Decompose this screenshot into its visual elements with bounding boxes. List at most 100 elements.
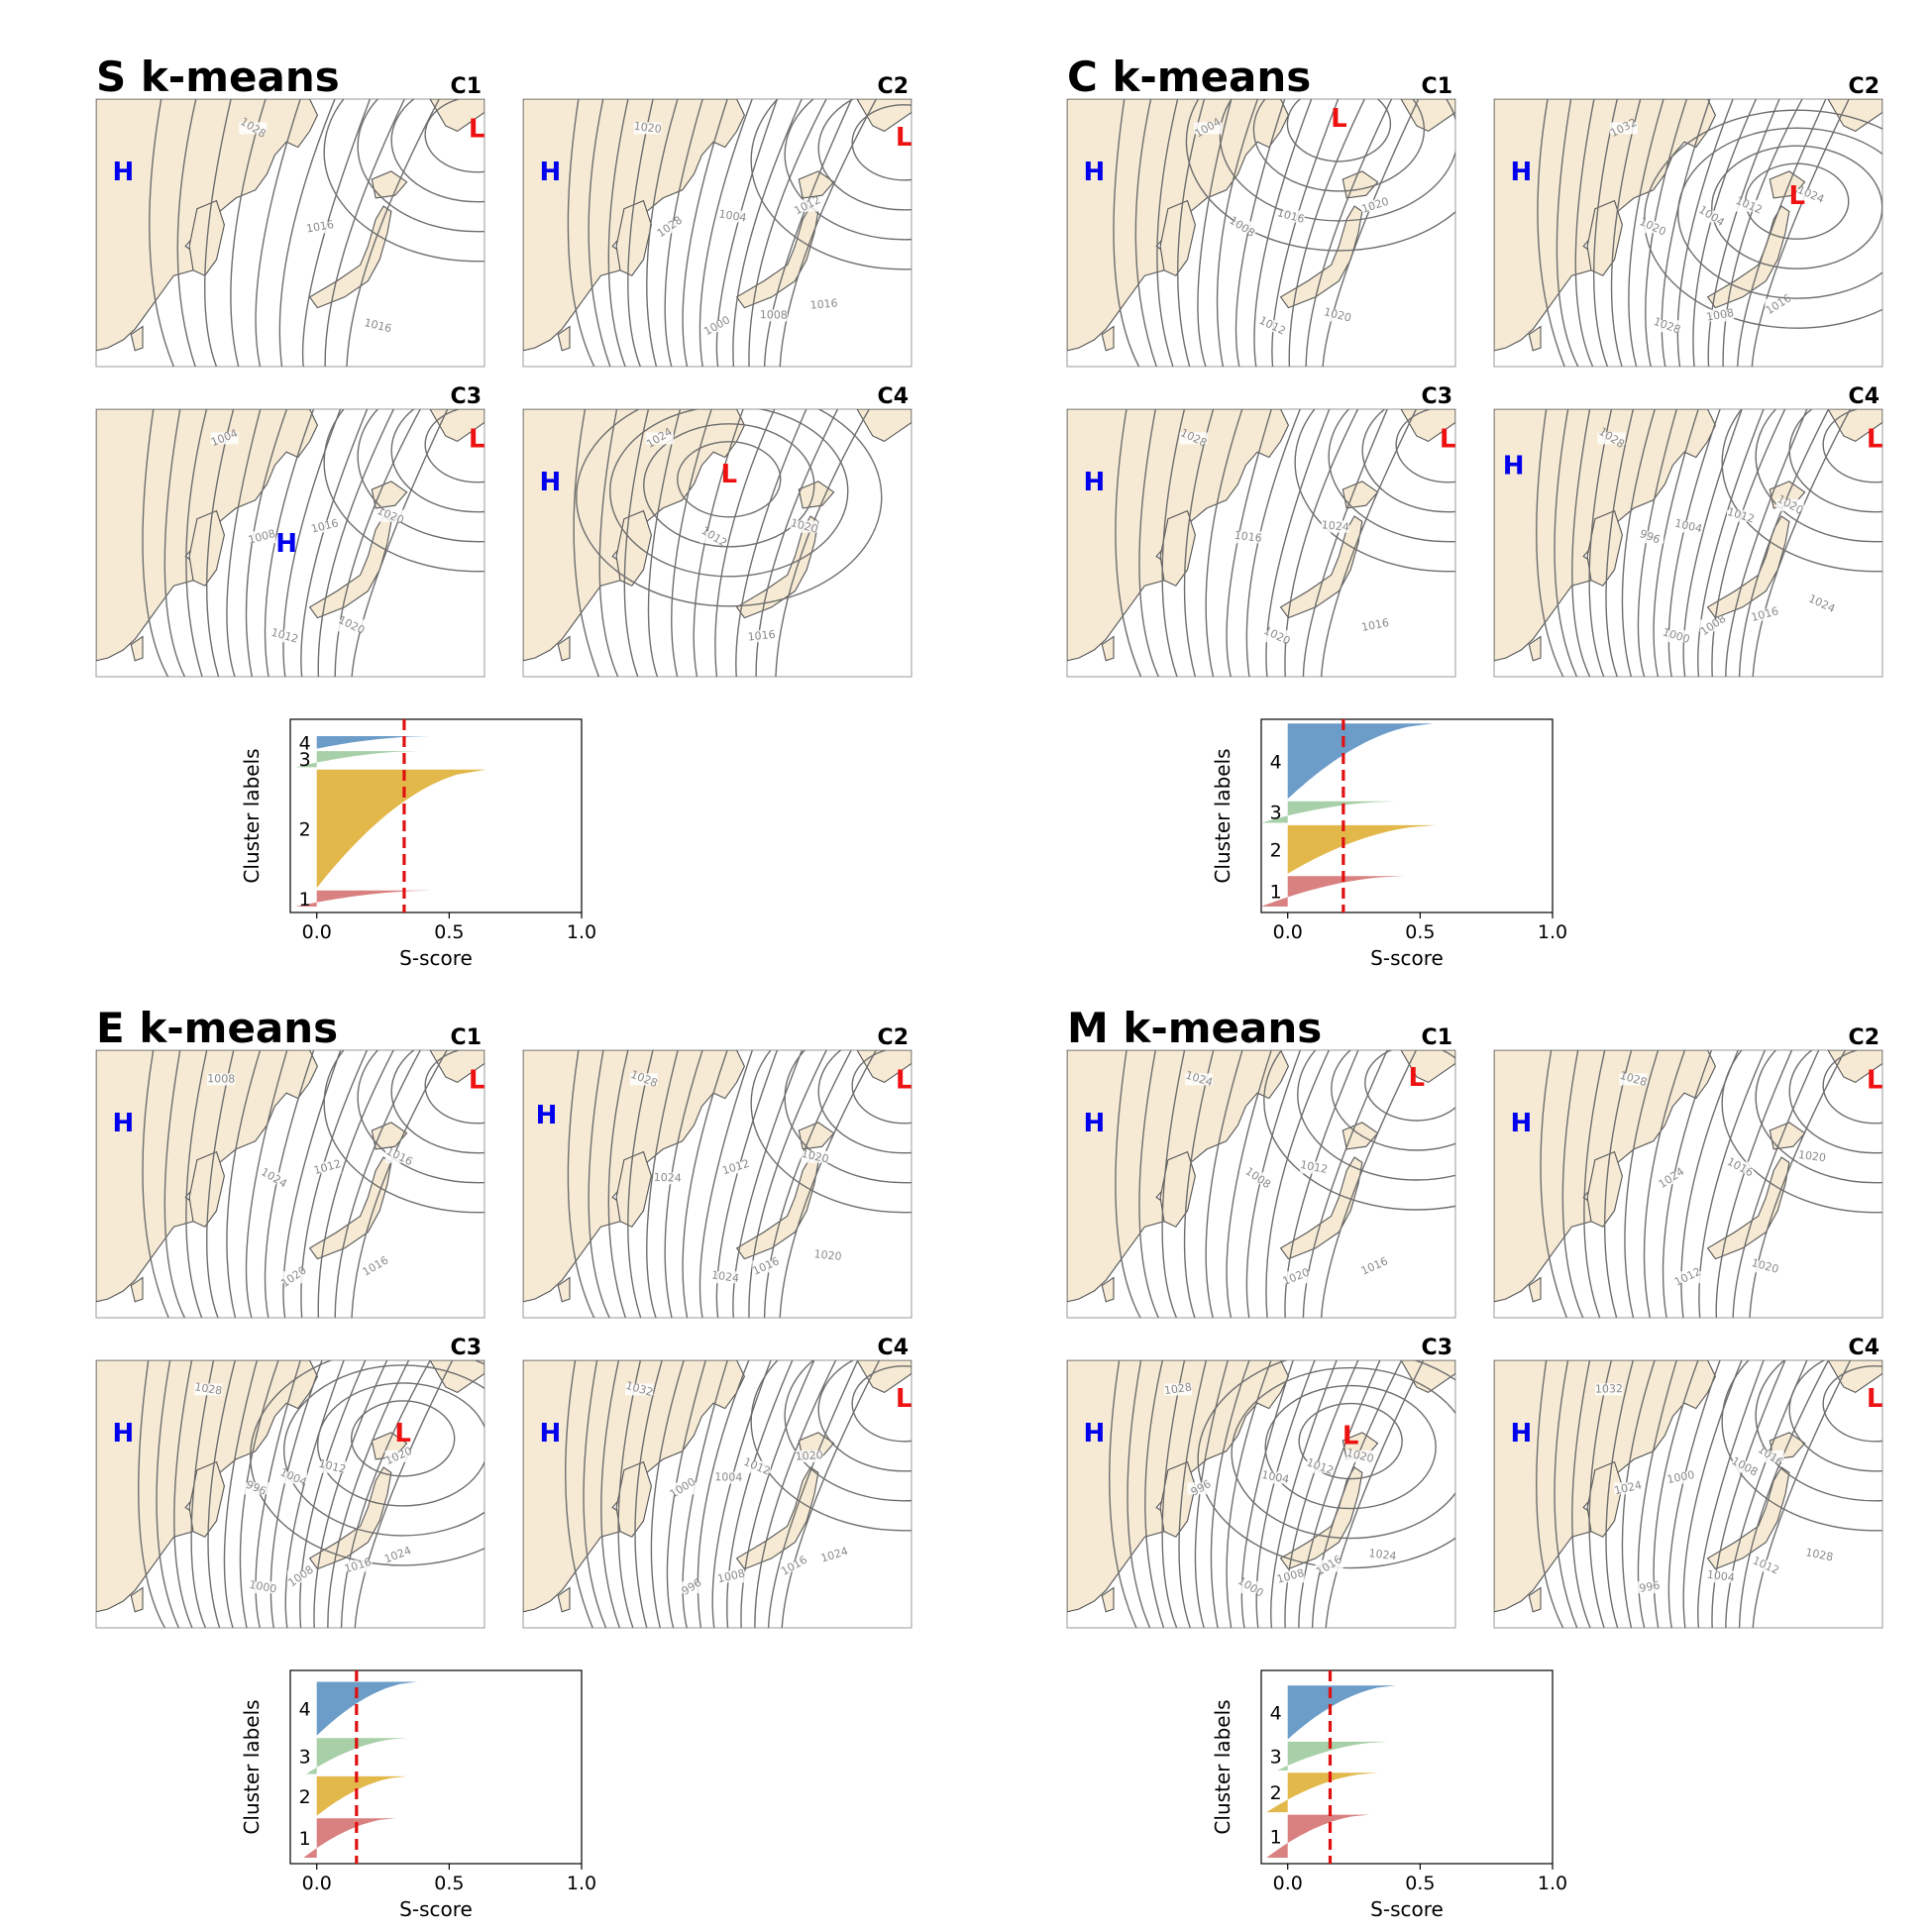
isobar-line	[1751, 99, 1850, 367]
isobar-label-bg	[207, 1073, 236, 1086]
isobar-label-bg	[279, 1271, 308, 1284]
isobar-line	[583, 1360, 607, 1628]
isobar-label-bg	[210, 432, 239, 445]
isobar-line	[714, 409, 776, 677]
isobar-line	[671, 409, 712, 677]
isobar-line	[698, 1050, 754, 1318]
isobar-label-bg	[1797, 1150, 1826, 1163]
isobar-line	[334, 409, 422, 677]
isobar-closed	[1822, 1050, 1882, 1125]
isobar-line	[1661, 99, 1711, 367]
isobar-line	[1302, 409, 1389, 677]
isobar-label-bg	[1234, 531, 1262, 544]
isobar-line	[1183, 1050, 1215, 1318]
isobar-label-bg	[376, 509, 404, 522]
isobar-line	[317, 409, 395, 677]
isobar-label-bg	[270, 630, 299, 643]
isobar-lines	[567, 1050, 912, 1318]
cluster-tick-label: 1	[299, 889, 311, 911]
isobar-closed	[1721, 1050, 1882, 1214]
isobar-closed	[1395, 409, 1455, 483]
isobar-label: 1020	[795, 1449, 823, 1462]
cluster-tick-label: 2	[1270, 1782, 1282, 1804]
land-kamchatka	[429, 1360, 484, 1394]
isobar-line	[598, 409, 619, 677]
isobar-label-bg	[1236, 1581, 1265, 1594]
isobar-line	[1265, 409, 1331, 677]
silhouette-cluster-1	[295, 890, 434, 907]
isobar-line	[1621, 409, 1656, 677]
low-pressure-marker: L	[1342, 1422, 1359, 1451]
isobar-closed	[357, 1050, 484, 1184]
land-hokkaido	[798, 481, 835, 509]
isobar-line	[748, 99, 827, 367]
low-pressure-marker: L	[394, 1419, 411, 1449]
silhouette-chart: 1 2 34 0.0 0.5 1.0 S-score Cluster labels	[240, 718, 596, 970]
land-taiwan	[1528, 1586, 1542, 1613]
x-tick-label: 0.5	[434, 921, 464, 943]
land-taiwan	[557, 325, 571, 352]
cluster-tick-label: 4	[1270, 751, 1282, 773]
isobar-closed	[851, 1050, 912, 1125]
low-pressure-marker: L	[1409, 1063, 1426, 1093]
isobar-line	[726, 1360, 794, 1628]
isobar-label-bg	[759, 309, 788, 322]
isobar-line	[1210, 1360, 1250, 1628]
isobar-line	[1536, 409, 1564, 677]
land-korea	[615, 1150, 652, 1228]
isobar-label-bg	[1636, 531, 1664, 544]
map-cluster-label: C4	[878, 384, 909, 409]
isobar-label-bg	[1614, 1482, 1643, 1495]
isobar-line	[1138, 1050, 1160, 1318]
isobar-line	[1245, 1050, 1302, 1318]
isobar-label-bg	[813, 1249, 842, 1262]
high-pressure-marker: H	[1084, 1109, 1106, 1138]
isobar-line	[779, 1050, 878, 1318]
silhouette-cluster-4	[1287, 723, 1434, 800]
silhouette-cluster-4	[1287, 1685, 1397, 1740]
isobar-line	[1676, 99, 1734, 367]
isobar-closed	[750, 99, 912, 270]
isobar-label-bg	[1796, 188, 1825, 201]
isobar-line	[1321, 409, 1418, 677]
isobar-closed	[357, 99, 484, 233]
isobar-closed	[1822, 409, 1882, 483]
isobar-line	[1109, 1360, 1137, 1628]
low-pressure-marker: L	[469, 115, 485, 145]
isobar-closed	[1286, 99, 1392, 162]
isobar-label-bg	[260, 1172, 288, 1185]
isobar-line	[1245, 409, 1301, 677]
isobar-line	[588, 1050, 610, 1318]
isobar-line	[732, 99, 803, 367]
isobar-line	[1284, 1050, 1359, 1318]
isobar-label-bg	[1276, 210, 1305, 223]
map-cluster-label: C3	[451, 384, 482, 409]
isobar-line	[206, 1050, 235, 1318]
isobar-line	[299, 1360, 367, 1628]
isobar-line	[1725, 409, 1808, 677]
isobar-line	[1226, 1050, 1272, 1318]
isobar-closed	[323, 99, 484, 263]
land-taiwan	[130, 635, 144, 662]
isobar-label: 1008	[1705, 306, 1735, 324]
land-taiwan	[1101, 1586, 1115, 1613]
isobar-label: 996	[1639, 1578, 1662, 1594]
isobar-label-bg	[1805, 1549, 1834, 1561]
low-pressure-marker: L	[1867, 1066, 1883, 1096]
isobar-line	[223, 1360, 259, 1628]
silhouette-cluster-2	[1266, 1772, 1378, 1813]
isobar-label-bg	[1361, 199, 1390, 212]
isobar-line	[207, 1360, 237, 1628]
isobar-label-bg	[306, 221, 335, 234]
isobar-label-bg	[633, 122, 662, 135]
isobar-closed	[1185, 99, 1455, 252]
high-pressure-marker: H	[536, 1101, 558, 1130]
isobar-line	[715, 99, 779, 367]
